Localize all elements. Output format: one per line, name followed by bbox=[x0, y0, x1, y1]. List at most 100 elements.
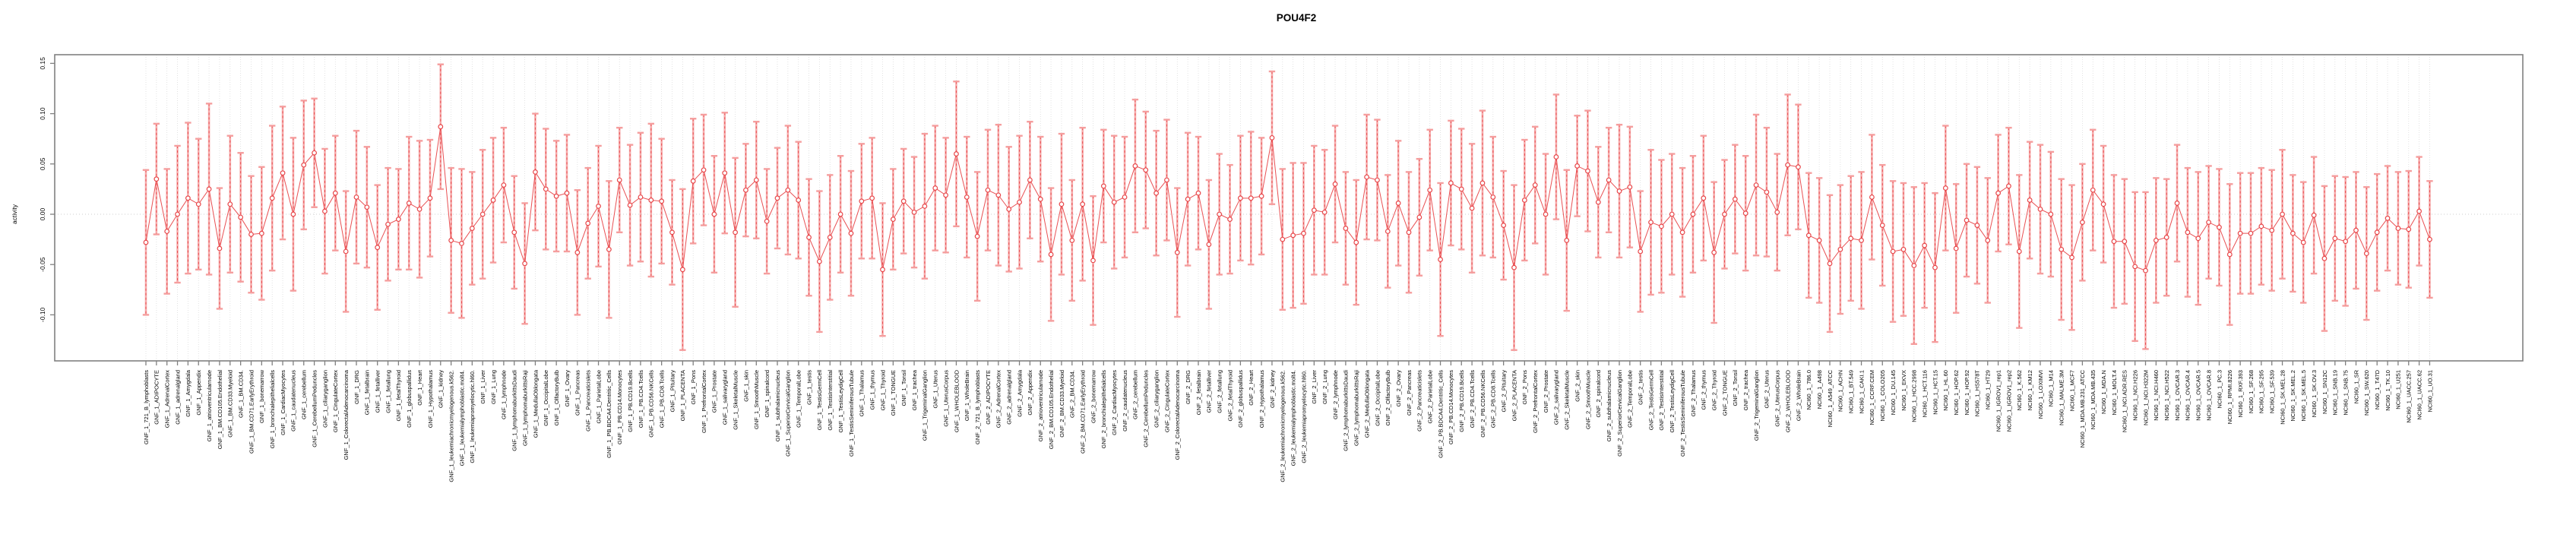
data-point bbox=[533, 169, 538, 175]
data-point bbox=[1805, 232, 1812, 239]
data-point bbox=[553, 193, 559, 199]
x-tick-label: NCI60_1_SK.MEL.5 bbox=[2300, 370, 2307, 422]
x-tick-label: NCI60_1_COLO205 bbox=[1879, 370, 1886, 422]
data-point bbox=[448, 238, 454, 243]
data-point bbox=[322, 208, 328, 214]
data-point bbox=[238, 214, 244, 220]
data-point bbox=[2006, 183, 2011, 189]
data-point bbox=[1701, 195, 1707, 201]
x-tick-label: GNF_1_thymus bbox=[869, 370, 875, 410]
data-point bbox=[1690, 211, 1696, 217]
series-line bbox=[145, 126, 2430, 271]
x-tick-label: GNF_1_ADIPOCYTE bbox=[153, 370, 160, 425]
x-tick-label: NCI60_1_MDA.MB.231_ATCC bbox=[2079, 369, 2086, 447]
x-tick-label: GNF_1_ParietalLobe bbox=[595, 370, 602, 423]
data-point bbox=[1353, 239, 1359, 245]
data-point bbox=[1206, 242, 1212, 248]
x-tick-label: GNF_2_caudatenucleus bbox=[1122, 370, 1128, 432]
x-tick-label: NCI60_1_RXF.393 bbox=[2237, 370, 2244, 418]
data-point bbox=[2226, 251, 2233, 258]
data-point bbox=[701, 167, 707, 173]
x-tick-label: GNF_2_cerebellum bbox=[1132, 370, 1139, 419]
x-tick-label: GNF_2_PB.CD14.Monocytes bbox=[1448, 370, 1454, 444]
x-tick-label: GNF_2_kidney bbox=[1269, 370, 1276, 408]
data-point bbox=[1574, 163, 1581, 169]
data-point bbox=[890, 217, 896, 223]
x-tick-label: GNF_1_SkeletalMuscle bbox=[732, 370, 739, 430]
data-point bbox=[1416, 214, 1422, 220]
x-tick-label: GNF_1_Tonsil bbox=[900, 370, 907, 406]
data-point bbox=[1195, 190, 1201, 196]
data-point bbox=[1385, 229, 1391, 234]
data-point bbox=[1479, 180, 1486, 186]
x-tick-label: GNF_1_leukemiapromyelocytic.hl60. bbox=[469, 370, 476, 463]
x-tick-label: GNF_1_BM.CD105.Endothelial bbox=[217, 370, 223, 450]
x-tick-label: GNF_2_fetalliver bbox=[1206, 370, 1213, 413]
data-point bbox=[1111, 199, 1117, 205]
x-tick-label: NCI60_1_IGROV1_rep1 bbox=[1995, 370, 2002, 432]
x-tick-label: GNF_2_trachea bbox=[1742, 369, 1749, 410]
data-point bbox=[1879, 223, 1885, 228]
data-point bbox=[1932, 264, 1938, 270]
x-tick-label: GNF_2_Ovary bbox=[1395, 370, 1402, 407]
x-tick-label: NCI60_1_SK.OV.3 bbox=[2311, 370, 2318, 417]
x-tick-label: GNF_1_subthalamicnucleus bbox=[774, 370, 781, 441]
x-tick-label: GNF_2_lymphomaburkittsDaudi bbox=[1343, 370, 1350, 451]
data-point bbox=[2395, 226, 2401, 231]
x-tick-label: NCI60_1_HCT.15 bbox=[1932, 370, 1938, 415]
y-tick-label: 0.10 bbox=[39, 107, 46, 120]
x-tick-label: GNF_2_TestisInterstitial bbox=[1658, 370, 1665, 431]
x-tick-label: GNF_1_PrefrontalCortex bbox=[701, 370, 707, 433]
x-tick-label: GNF_2_skin bbox=[1574, 370, 1581, 402]
x-tick-label: GNF_1_Pancreas bbox=[574, 370, 581, 416]
x-tick-label: NCI60_1_K.562 bbox=[2016, 370, 2023, 410]
data-point bbox=[312, 150, 318, 156]
data-point bbox=[385, 221, 391, 227]
x-tick-label: GNF_2_AdrenalCortex bbox=[995, 370, 1002, 428]
x-tick-label: NCI60_1_SF.295 bbox=[2258, 370, 2265, 413]
data-point bbox=[1375, 177, 1380, 183]
data-point bbox=[669, 229, 675, 236]
x-tick-label: GNF_2_leukemialymphoblastic.molt4. bbox=[1290, 370, 1296, 466]
data-point bbox=[859, 198, 865, 204]
x-tick-label: GNF_1_TemporalLobe bbox=[796, 370, 802, 428]
x-tick-label: GNF_1_Pituitary bbox=[669, 370, 676, 413]
x-tick-label: GNF_1_BM.CD34. bbox=[237, 370, 244, 418]
x-tick-label: GNF_1_leukemiachronicmyelogenous.k562. bbox=[448, 370, 454, 482]
x-tick-label: GNF_2_WHOLEBLOOD bbox=[1784, 369, 1791, 432]
x-tick-label: GNF_1_bonemarrow bbox=[258, 369, 265, 423]
data-point bbox=[1753, 182, 1759, 188]
data-point bbox=[1543, 211, 1549, 217]
data-point bbox=[280, 170, 286, 176]
x-tick-label: NCI60_1_ACHN bbox=[1837, 370, 1844, 412]
x-tick-label: GNF_1_fetalliver bbox=[375, 370, 381, 413]
x-tick-label: GNF_1_PB.CD19.Bcells bbox=[627, 370, 634, 432]
data-point bbox=[1595, 199, 1601, 205]
x-tick-label: GNF_2_CingulateCortex bbox=[1163, 370, 1170, 432]
data-point bbox=[880, 267, 885, 273]
x-tick-label: GNF_2_salivarygland bbox=[1553, 370, 1560, 425]
x-tick-label: GNF_1_salivarygland bbox=[722, 370, 729, 425]
data-point bbox=[596, 204, 601, 209]
data-point bbox=[1606, 177, 1612, 183]
x-tick-label: NCI60_1_A498 bbox=[1816, 370, 1823, 409]
x-tick-label: NCI60_1_M14 bbox=[2048, 370, 2055, 406]
data-point bbox=[459, 240, 464, 246]
data-point bbox=[679, 267, 685, 273]
data-point bbox=[2195, 236, 2201, 242]
x-tick-label: NCI60_1_MCF7 bbox=[2068, 370, 2075, 411]
data-point bbox=[827, 235, 833, 240]
x-tick-label: GNF_1_WHOLEBLOOD bbox=[953, 369, 960, 432]
data-point bbox=[2269, 227, 2275, 233]
data-point bbox=[1922, 242, 1928, 248]
data-point bbox=[143, 239, 149, 245]
data-point bbox=[2343, 239, 2349, 245]
data-point bbox=[627, 202, 633, 208]
x-tick-label: GNF_2_thymus bbox=[1701, 370, 1707, 410]
x-tick-label: GNF_1_PB.CD56.NKCells bbox=[648, 370, 655, 438]
data-point bbox=[1059, 201, 1065, 207]
data-point bbox=[1521, 198, 1527, 203]
data-point bbox=[1280, 236, 1286, 242]
x-tick-label: NCI60_1_LOXIMVI bbox=[2037, 370, 2044, 419]
data-point bbox=[469, 226, 475, 231]
